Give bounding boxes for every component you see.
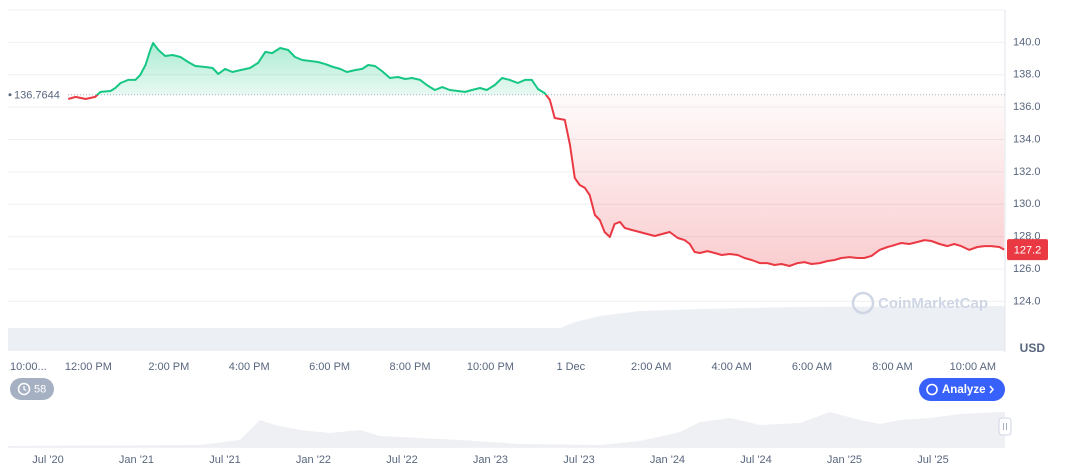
navigator-label: Jul '22 [386, 454, 417, 466]
currency-label: USD [1020, 341, 1046, 355]
analyze-icon [926, 383, 938, 396]
y-tick-label: 126.0 [1013, 263, 1041, 275]
last-price-text: 127.2 [1014, 245, 1042, 257]
history-count: 58 [34, 383, 46, 395]
labels: 124.0126.0128.0130.0132.0134.0136.0138.0… [8, 36, 1048, 373]
history-badge-bg[interactable] [10, 378, 54, 400]
navigator-label: Jan '22 [296, 454, 331, 466]
navigator-label: Jul '23 [563, 454, 594, 466]
last-price-badge [1007, 239, 1048, 261]
analyze-chevron [989, 385, 994, 394]
navigator-label: Jan '23 [473, 454, 508, 466]
navigator-label: Jul '24 [740, 454, 771, 466]
x-tick-label: 10:00 AM [950, 361, 996, 373]
x-tick-label: 4:00 PM [229, 361, 270, 373]
baseline-label-bg [8, 86, 66, 103]
x-tick-label: 2:00 AM [631, 361, 671, 373]
y-tick-label: 124.0 [1013, 295, 1041, 307]
y-tick-label: 134.0 [1013, 133, 1041, 145]
history-icon [23, 386, 27, 392]
x-tick-label: 2:00 PM [148, 361, 189, 373]
navigator-label: Jul '25 [917, 454, 948, 466]
navigator-handle[interactable] [998, 417, 1012, 436]
watermark: CoinMarketCap [851, 291, 988, 315]
y-tick-label: 132.0 [1013, 166, 1041, 178]
analyze-button[interactable]: Analyze [919, 378, 1005, 401]
x-tick-label: 6:00 PM [309, 361, 350, 373]
volume-area [8, 306, 1005, 350]
y-tick-label: 130.0 [1013, 198, 1041, 210]
watermark-logo [851, 291, 875, 315]
y-tick-label: 140.0 [1013, 36, 1041, 48]
baseline-dot [8, 93, 12, 97]
x-tick-label: 10:00... [10, 361, 47, 373]
price-line [68, 42, 1005, 267]
analyze-button-bg[interactable] [919, 378, 1005, 401]
analyze-text[interactable]: Analyze [942, 384, 985, 396]
x-tick-label: 8:00 PM [390, 361, 431, 373]
x-tick-label: 8:00 AM [872, 361, 912, 373]
navigator-label: Jan '21 [119, 454, 154, 466]
baseline-label: 136.7644 [8, 86, 66, 103]
navigator-area [8, 412, 1005, 447]
plot [8, 42, 1005, 267]
navigator-labels: Jul '20 Jan '21 Jul '21 Jan '22 Jul '22 Jan '… [32, 454, 948, 466]
navigator-label: Jul '20 [32, 454, 63, 466]
x-tick-label: 10:00 PM [467, 361, 514, 373]
y-tick-label: 138.0 [1013, 69, 1041, 81]
x-tick-label: 4:00 AM [711, 361, 751, 373]
navigator-label: Jan '25 [827, 454, 862, 466]
history-icon [17, 382, 31, 396]
x-tick-label: 6:00 AM [792, 361, 832, 373]
y-tick-label: 136.0 [1013, 101, 1041, 113]
history-badge[interactable]: 58 [10, 378, 54, 400]
area-fill [68, 43, 1005, 266]
navigator-label: Jan '24 [650, 454, 685, 466]
navigator [8, 412, 1012, 448]
watermark-text: CoinMarketCap [878, 295, 988, 312]
x-tick-label: 12:00 PM [65, 361, 112, 373]
x-tick-label: 1 Dec [556, 361, 585, 373]
baseline-value: 136.7644 [14, 90, 60, 102]
navigator-label: Jul '21 [209, 454, 240, 466]
